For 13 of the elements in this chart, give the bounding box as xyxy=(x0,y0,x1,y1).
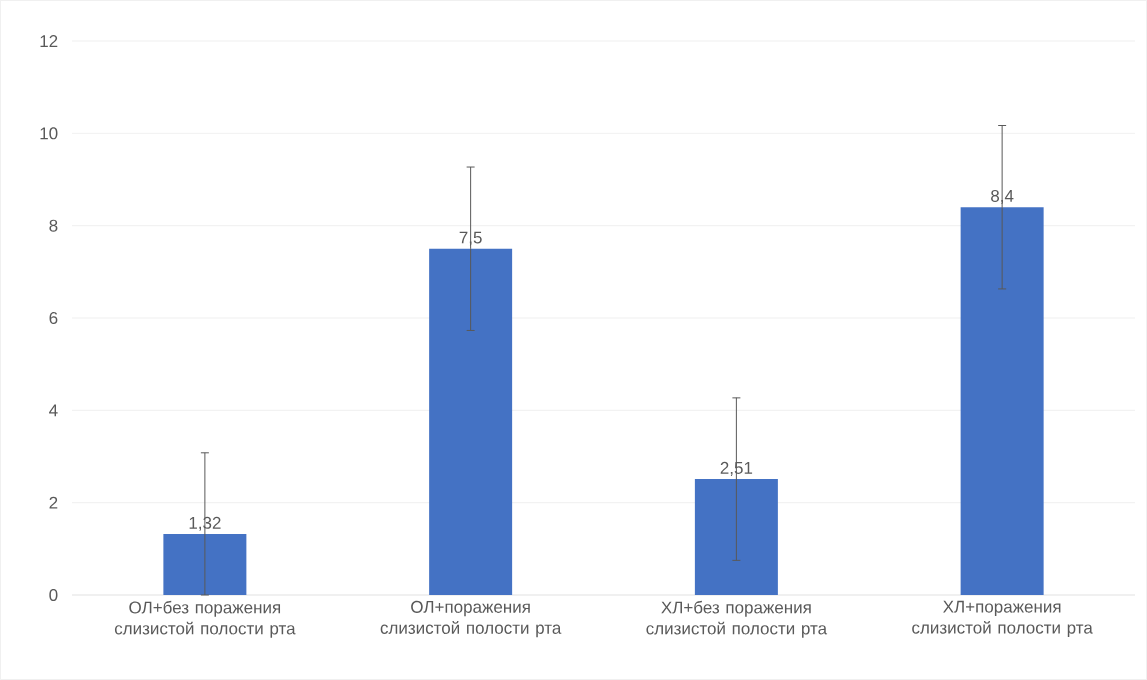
y-tick-label: 0 xyxy=(49,588,58,602)
y-tick-label: 10 xyxy=(40,127,58,140)
x-tick-label: ХЛ+поражения слизистой полости рта xyxy=(912,600,1093,638)
y-tick-label: 2 xyxy=(49,496,58,509)
x-tick-label: ХЛ+без поражения слизистой полости рта xyxy=(646,600,828,638)
x-tick-label: ОЛ+без поражения слизистой полости рта xyxy=(114,600,296,638)
bar xyxy=(960,207,1044,595)
bar xyxy=(429,248,513,595)
y-tick-label: 6 xyxy=(49,311,58,325)
y-tick-label: 4 xyxy=(49,404,58,417)
y-tick-label: 8 xyxy=(49,219,58,232)
x-tick-label: ОЛ+поражения слизистой полости рта xyxy=(380,600,562,638)
y-tick-label: 12 xyxy=(40,35,58,47)
